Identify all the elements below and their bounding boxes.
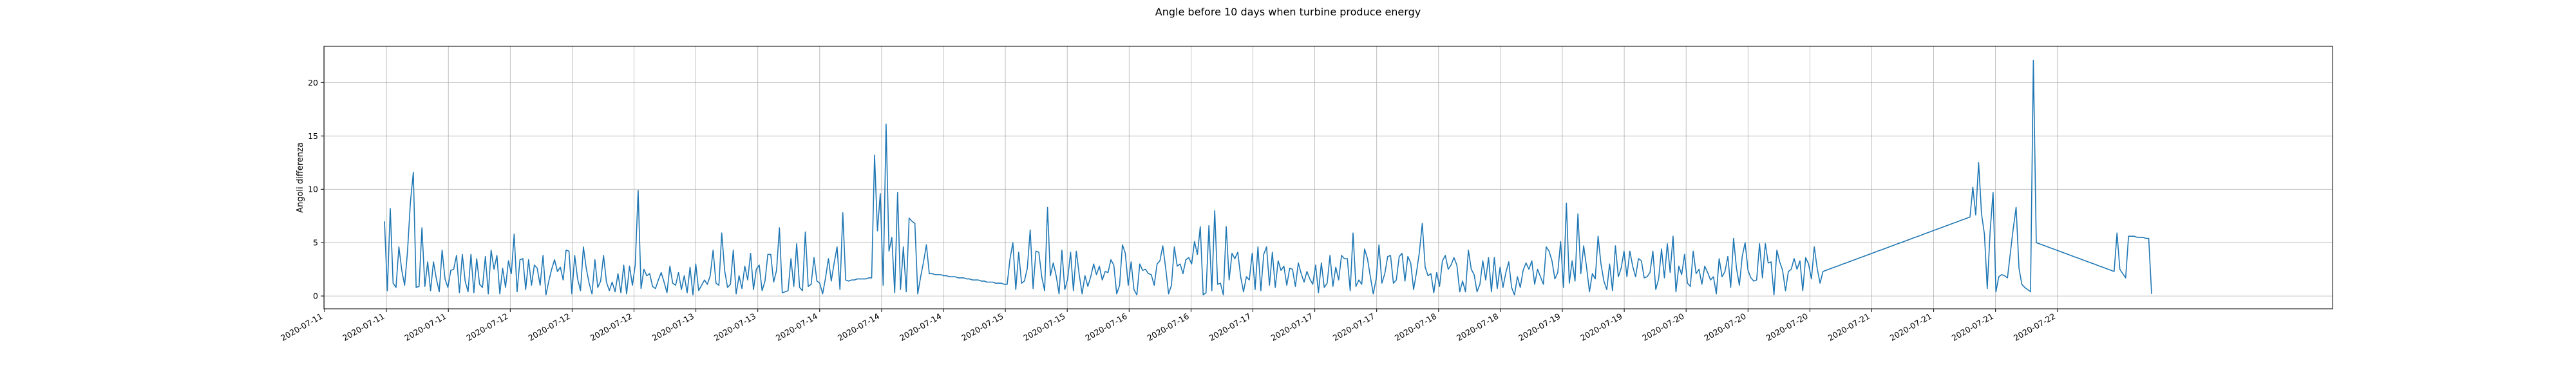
y-tick-label: 0	[313, 291, 318, 301]
x-tick-label: 2020-07-20	[1702, 311, 1747, 343]
plot-frame	[323, 46, 2333, 309]
x-tick-label: 2020-07-13	[712, 311, 757, 343]
x-tick-label: 2020-07-12	[464, 311, 509, 343]
y-ticks: 0 5 10 15 20	[308, 78, 324, 301]
x-tick-label: 2020-07-15	[960, 311, 1005, 343]
x-tick-label: 2020-07-11	[279, 311, 324, 343]
x-tick-label: 2020-07-20	[1764, 311, 1809, 343]
x-ticks: 2020-07-11 2020-07-11 2020-07-11 2020-07-12…	[279, 309, 2058, 343]
grid	[324, 46, 2333, 309]
y-axis-label: Angoli differenza	[296, 142, 305, 213]
x-tick-label: 2020-07-16	[1145, 311, 1190, 343]
x-tick-label: 2020-07-21	[1888, 311, 1933, 343]
x-tick-label: 2020-07-12	[526, 311, 571, 343]
chart-title: Angle before 10 days when turbine produc…	[1155, 6, 1421, 18]
y-tick-label: 15	[308, 131, 318, 141]
x-tick-label: 2020-07-18	[1393, 311, 1438, 343]
x-tick-label: 2020-07-17	[1208, 311, 1253, 343]
x-tick-label: 2020-07-15	[1021, 311, 1066, 343]
x-tick-label: 2020-07-13	[650, 311, 696, 343]
x-tick-label: 2020-07-12	[589, 311, 634, 343]
x-tick-label: 2020-07-14	[836, 311, 881, 343]
series-group	[384, 59, 2152, 296]
x-tick-label: 2020-07-14	[774, 311, 819, 343]
x-tick-label: 2020-07-17	[1331, 311, 1376, 343]
y-tick-label: 10	[308, 185, 318, 194]
x-tick-label: 2020-07-11	[341, 311, 386, 343]
x-tick-label: 2020-07-14	[898, 311, 943, 343]
y-tick-label: 20	[308, 78, 318, 87]
x-tick-label: 2020-07-20	[1640, 311, 1685, 343]
x-tick-label: 2020-07-21	[1826, 311, 1871, 343]
x-tick-label: 2020-07-11	[402, 311, 448, 343]
x-tick-label: 2020-07-21	[1950, 311, 1995, 343]
x-tick-label: 2020-07-18	[1455, 311, 1500, 343]
x-tick-label: 2020-07-16	[1083, 311, 1128, 343]
y-tick-label: 5	[313, 238, 318, 248]
series-line	[384, 59, 2152, 296]
x-tick-label: 2020-07-17	[1269, 311, 1314, 343]
x-tick-label: 2020-07-19	[1517, 311, 1562, 343]
x-tick-label: 2020-07-19	[1578, 311, 1624, 343]
x-tick-label: 2020-07-22	[2012, 311, 2057, 343]
